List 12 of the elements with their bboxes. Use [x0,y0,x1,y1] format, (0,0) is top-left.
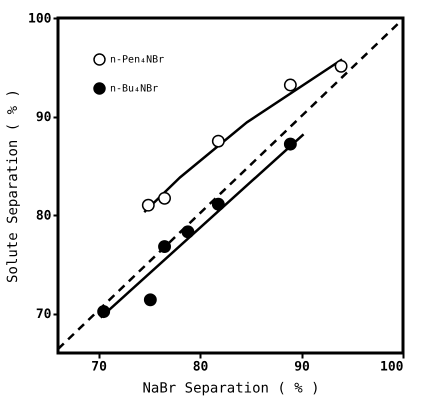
legend-label: n-Pen₄NBr [110,54,164,66]
x-tick-label: 80 [192,360,209,374]
x-tick-label: 70 [91,360,108,374]
y-tick-label: 100 [28,12,52,26]
y-axis-title: Solute Separation ( % ) [5,89,22,283]
x-tick-label: 100 [380,360,404,374]
y-tick-label: 70 [36,307,52,322]
x-tick-label: 90 [294,360,310,374]
y-tick-label: 90 [36,110,52,126]
x-axis-title: NaBr Separation ( % ) [142,380,320,396]
legend-label: n-Bu₄NBr [110,84,158,94]
y-tick-label: 80 [36,208,52,224]
